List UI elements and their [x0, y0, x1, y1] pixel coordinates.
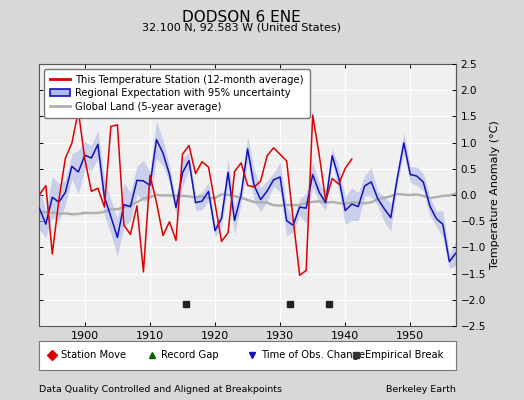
Y-axis label: Temperature Anomaly (°C): Temperature Anomaly (°C) [490, 121, 500, 269]
Text: Empirical Break: Empirical Break [365, 350, 443, 360]
Text: Berkeley Earth: Berkeley Earth [386, 385, 456, 394]
Legend: This Temperature Station (12-month average), Regional Expectation with 95% uncer: This Temperature Station (12-month avera… [45, 69, 310, 118]
Text: Data Quality Controlled and Aligned at Breakpoints: Data Quality Controlled and Aligned at B… [39, 385, 282, 394]
Text: 32.100 N, 92.583 W (United States): 32.100 N, 92.583 W (United States) [141, 22, 341, 32]
Text: Record Gap: Record Gap [161, 350, 219, 360]
Text: Station Move: Station Move [61, 350, 126, 360]
Text: DODSON 6 ENE: DODSON 6 ENE [182, 10, 300, 25]
Text: Time of Obs. Change: Time of Obs. Change [261, 350, 365, 360]
